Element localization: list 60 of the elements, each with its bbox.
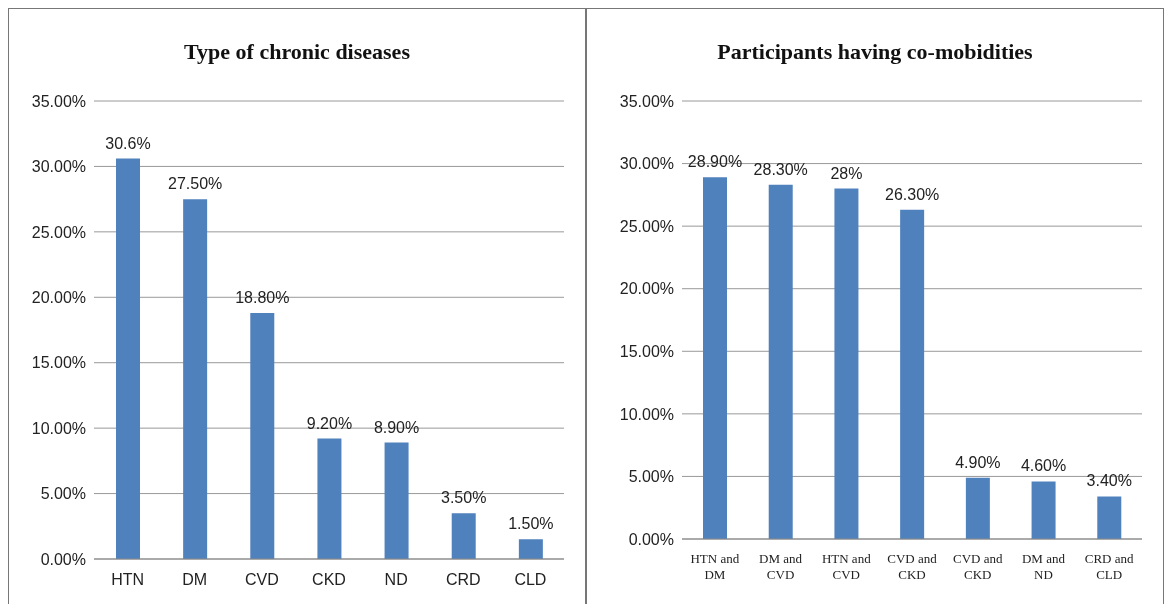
- data-label: 9.20%: [306, 414, 353, 432]
- data-label: 28%: [830, 164, 863, 182]
- y-tick-label: 0.00%: [40, 550, 86, 568]
- x-tick-label: DM: [182, 571, 208, 589]
- x-tick-label: CKD: [312, 571, 346, 589]
- y-tick-label: 5.00%: [40, 485, 86, 503]
- bar: [703, 177, 727, 539]
- data-label: 8.90%: [373, 418, 420, 436]
- x-tick-label: CVD: [244, 571, 279, 589]
- bar: [900, 209, 925, 539]
- bar: [834, 188, 859, 539]
- bar: [451, 513, 476, 559]
- data-label: 30.6%: [105, 134, 151, 152]
- x-tick-label: ND: [384, 571, 408, 589]
- bar: [965, 477, 990, 539]
- bar: [116, 158, 140, 559]
- y-tick-label: 15.00%: [31, 354, 86, 372]
- y-tick-label: 35.00%: [31, 92, 86, 110]
- y-tick-label: 25.00%: [31, 223, 86, 241]
- chart-title: Participants having co-mobidities: [716, 39, 1034, 65]
- y-tick-label: 30.00%: [31, 158, 86, 176]
- x-tick-label: CVD and CKD: [952, 550, 1003, 582]
- data-label: 1.50%: [508, 515, 554, 533]
- y-tick-label: 10.00%: [31, 419, 86, 437]
- bar: [1097, 496, 1122, 539]
- y-tick-label: 20.00%: [619, 280, 674, 298]
- data-label: 28.30%: [753, 160, 808, 178]
- x-tick-label: HTN and DM: [690, 550, 740, 582]
- data-label: 4.90%: [955, 453, 1001, 471]
- y-tick-label: 15.00%: [619, 342, 674, 360]
- bar: [768, 184, 793, 539]
- x-tick-label: CVD and CKD: [887, 550, 938, 582]
- bar: [183, 199, 208, 559]
- x-tick-label: CRD: [445, 571, 481, 589]
- x-tick-label: DM and CVD: [759, 550, 803, 582]
- y-tick-label: 25.00%: [619, 217, 674, 235]
- x-tick-label: CLD: [514, 571, 547, 589]
- bar: [384, 442, 409, 559]
- x-tick-label: HTN: [111, 571, 145, 589]
- x-tick-label: DM and ND: [1021, 550, 1066, 582]
- data-label: 3.40%: [1086, 472, 1132, 490]
- x-tick-label: CRD and CLD: [1084, 550, 1135, 582]
- bar: [250, 312, 275, 559]
- bar: [1031, 481, 1056, 539]
- data-label: 3.50%: [441, 489, 487, 507]
- y-tick-label: 0.00%: [628, 530, 674, 548]
- y-tick-label: 20.00%: [31, 288, 86, 306]
- data-label: 27.50%: [168, 175, 223, 193]
- y-tick-label: 5.00%: [628, 468, 674, 486]
- chart-title: Type of chronic diseases: [183, 39, 411, 65]
- data-label: 18.80%: [235, 288, 290, 306]
- data-label: 26.30%: [885, 185, 940, 203]
- data-label: 4.60%: [1020, 457, 1067, 475]
- y-tick-label: 10.00%: [619, 405, 674, 423]
- y-tick-label: 30.00%: [619, 155, 674, 173]
- bar: [518, 539, 543, 559]
- data-label: 28.90%: [687, 153, 743, 171]
- y-tick-label: 35.00%: [619, 92, 674, 110]
- x-tick-label: HTN and CVD: [821, 550, 872, 582]
- bar: [317, 438, 342, 559]
